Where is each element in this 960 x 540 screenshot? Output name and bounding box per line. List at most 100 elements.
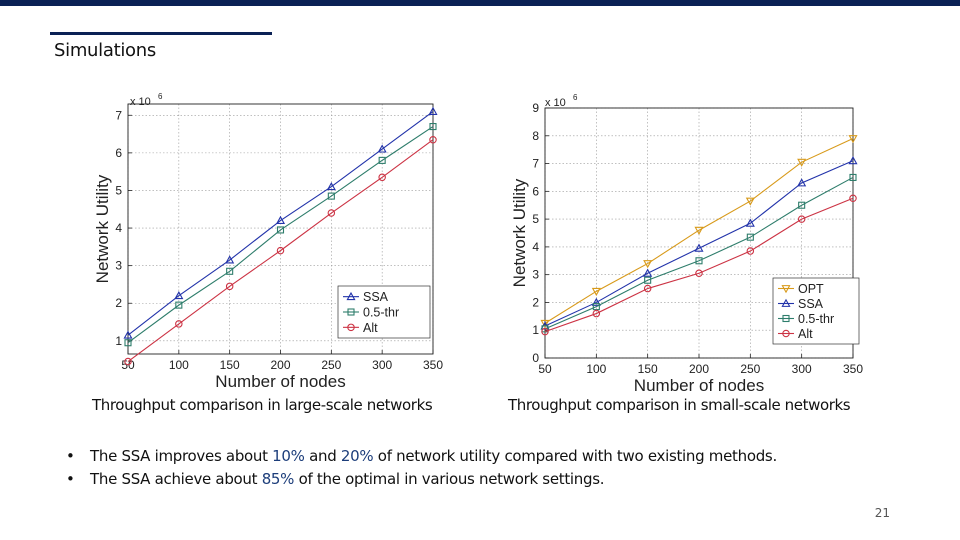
data-point-marker	[174, 290, 184, 300]
data-point-marker	[347, 323, 355, 332]
data-point-marker	[746, 233, 754, 241]
data-point-marker	[644, 276, 652, 284]
bullet-text: of the optimal in various network settin…	[294, 470, 605, 488]
data-point-marker	[275, 215, 286, 224]
legend-label: SSA	[363, 290, 389, 304]
title-underline	[50, 32, 272, 35]
data-point-marker	[694, 226, 704, 235]
data-point-marker	[849, 173, 857, 181]
series-line	[127, 126, 434, 344]
data-point-marker	[695, 257, 703, 265]
x-axis-label: Number of nodes	[634, 376, 764, 395]
y-tick-label: 5	[532, 212, 539, 226]
data-point-marker	[346, 291, 356, 301]
data-point-marker	[226, 267, 234, 275]
x-axis-label: Number of nodes	[215, 372, 345, 391]
data-point-marker	[327, 209, 336, 217]
y-exponent-label: x 10	[545, 97, 566, 109]
y-tick-label: 3	[115, 259, 122, 273]
data-point-marker	[429, 123, 437, 131]
y-tick-label: 0	[532, 351, 539, 365]
data-point-marker	[276, 246, 285, 255]
x-tick-label: 250	[740, 362, 760, 376]
y-tick-label: 7	[532, 157, 539, 171]
data-point-marker	[276, 226, 285, 234]
data-point-marker	[797, 215, 806, 223]
data-point-marker	[429, 135, 437, 144]
y-tick-label: 4	[115, 221, 122, 235]
chart-small-scale: 0 1 2 3 4 5 6 7 8 9 50 100 150 200 250 300 350 x 10 6 Numbe…	[510, 93, 863, 395]
data-point-marker	[798, 201, 806, 209]
series-line	[127, 111, 434, 336]
series-alt	[541, 194, 857, 336]
data-point-marker	[797, 178, 807, 187]
y-tick-label: 4	[532, 240, 539, 254]
legend-label: 0.5-thr	[363, 306, 399, 320]
series-line	[127, 139, 434, 362]
y-tick-label: 2	[532, 295, 539, 309]
x-tick-label: 200	[689, 362, 709, 376]
data-point-marker	[378, 173, 386, 182]
x-tick-label: 200	[270, 358, 290, 372]
data-point-marker	[592, 303, 600, 311]
y-tick-label: 8	[532, 129, 539, 143]
data-point-marker	[643, 260, 653, 269]
data-point-marker	[378, 156, 386, 164]
y-tick-label: 6	[532, 184, 539, 198]
highlight-value: 10%	[272, 447, 305, 465]
y-exponent: 6	[158, 92, 163, 101]
x-tick-label: 150	[638, 362, 658, 376]
data-point-marker	[745, 218, 755, 227]
data-point-marker	[591, 297, 601, 306]
x-tick-label: 100	[586, 362, 606, 376]
y-tick-label: 1	[115, 334, 122, 348]
data-point-marker	[797, 158, 807, 167]
x-tick-label: 350	[423, 358, 443, 372]
bullet-marker: •	[66, 447, 75, 465]
x-tick-label: 350	[843, 362, 863, 376]
legend-label: OPT	[798, 282, 824, 296]
bullet-list: • The SSA improves about 10% and 20% of n…	[66, 447, 926, 493]
y-tick-label: 3	[532, 268, 539, 282]
data-point-marker	[327, 192, 335, 200]
series-alt	[124, 135, 437, 366]
data-point-marker	[695, 269, 703, 278]
x-tick-label: 300	[792, 362, 812, 376]
data-point-marker	[694, 243, 704, 252]
bullet-text: The SSA achieve about	[90, 470, 262, 488]
top-accent-bar	[0, 0, 960, 6]
data-point-marker	[541, 327, 549, 336]
bullet-text: and	[304, 447, 341, 465]
data-point-marker	[347, 308, 355, 316]
data-point-marker	[541, 325, 549, 333]
data-point-marker	[848, 135, 858, 144]
highlight-value: 85%	[261, 470, 295, 488]
page-number: 21	[874, 506, 890, 520]
bullet-text: The SSA improves about	[90, 447, 273, 465]
y-exponent-label: x 10	[130, 96, 151, 108]
x-tick-label: 50	[538, 362, 552, 376]
data-point-marker	[175, 320, 183, 328]
highlight-value: 20%	[340, 447, 374, 465]
data-point-marker	[377, 144, 387, 153]
data-point-marker	[175, 301, 183, 309]
caption-small-scale: Throughput comparison in small-scale net…	[508, 396, 851, 414]
legend-label: Alt	[363, 321, 378, 335]
y-tick-label: 5	[115, 183, 122, 197]
series-line	[544, 176, 854, 330]
series-opt	[540, 135, 858, 329]
data-point-marker	[643, 284, 652, 293]
data-point-marker	[123, 330, 133, 339]
y-tick-label: 9	[532, 101, 539, 115]
series-line	[544, 160, 854, 327]
y-tick-label: 2	[115, 296, 122, 310]
x-tick-label: 250	[321, 358, 341, 372]
y-tick-label: 1	[532, 323, 539, 337]
x-tick-label: 100	[169, 358, 189, 372]
series-line	[544, 138, 854, 324]
data-point-marker	[124, 339, 132, 347]
caption-large-scale: Throughput comparison in large-scale net…	[92, 396, 433, 414]
